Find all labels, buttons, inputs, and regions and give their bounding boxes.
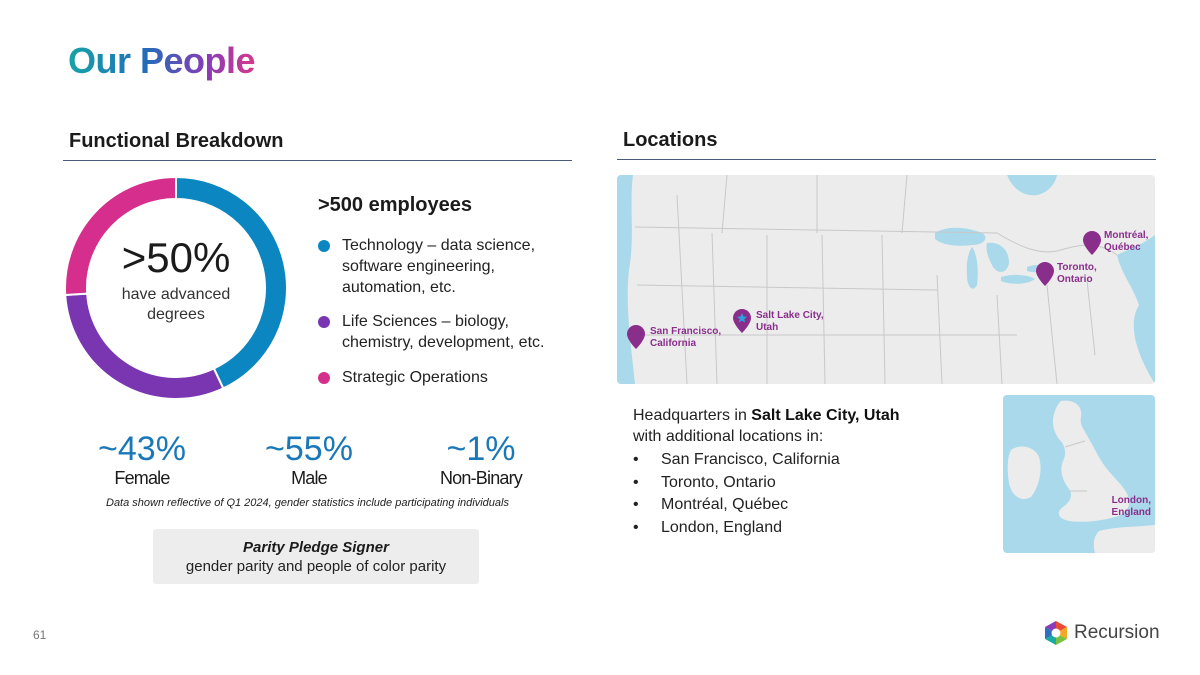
functional-legend: Technology – data science, software engi… [318, 236, 568, 403]
hq-text: Headquarters in Salt Lake City, Utah wit… [633, 406, 899, 448]
list-item: Toronto, Ontario [633, 472, 840, 495]
locations-rule [617, 159, 1156, 160]
legend-label-technology: Technology – data science, software engi… [342, 237, 536, 296]
page-title: Our People [68, 40, 256, 81]
salt-lake-city-pin-icon [733, 309, 751, 333]
functional-heading: Functional Breakdown [69, 130, 284, 152]
advanced-degree-percent: >50% [121, 234, 231, 281]
legend-item-technology: Technology – data science, software engi… [318, 236, 568, 298]
stat-female: ~43% Female [82, 432, 202, 489]
functional-rule [63, 160, 572, 161]
stat-female-label: Female [114, 468, 170, 488]
pledge-subtitle: gender parity and people of color parity [185, 558, 447, 575]
legend-dot-strategic-operations [318, 371, 330, 384]
list-item: Montréal, Québec [633, 494, 840, 517]
pledge-title: Parity Pledge Signer [243, 539, 389, 556]
san-francisco-label: San Francisco, California [650, 326, 722, 349]
montreal-pin-icon [1083, 231, 1101, 255]
employee-count: >500 employees [318, 194, 472, 216]
recursion-logo-icon [1045, 621, 1067, 645]
legend-dot-life-sciences [318, 316, 330, 329]
stat-male-value: ~55% [265, 430, 353, 468]
legend-label-life-sciences: Life Sciences – biology, chemistry, deve… [342, 313, 545, 352]
donut-slice-strategic-operations [64, 175, 177, 297]
stat-non-binary-value: ~1% [446, 430, 516, 468]
salt-lake-city-label: Salt Lake City, Utah [756, 310, 824, 333]
hq-city: Salt Lake City, Utah [751, 407, 900, 424]
legend-dot-technology [318, 240, 330, 252]
locations-heading: Locations [623, 129, 718, 151]
hq-prefix: Headquarters in [633, 407, 752, 424]
stat-male: ~55% Male [249, 432, 369, 489]
stat-female-value: ~43% [98, 430, 186, 468]
montreal-label: Montréal, Québec [1104, 230, 1149, 253]
recursion-logo: Recursion [1044, 620, 1160, 646]
list-item: London, England [633, 517, 840, 540]
page-number: 61 [33, 628, 47, 642]
legend-item-strategic-operations: Strategic Operations [318, 368, 568, 389]
functional-donut-chart [64, 175, 288, 400]
donut-center: >50% have advanced degrees [64, 176, 288, 400]
parity-pledge-box: Parity Pledge Signer gender parity and p… [153, 529, 479, 584]
stat-non-binary: ~1% Non-Binary [421, 432, 541, 489]
gender-footnote: Data shown reflective of Q1 2024, gender… [106, 497, 509, 509]
san-francisco-pin-icon [627, 325, 645, 349]
hq-suffix: with additional locations in: [633, 427, 824, 445]
toronto-pin-icon [1036, 262, 1054, 286]
uk-map [1003, 395, 1155, 553]
recursion-logo-text: Recursion [1074, 622, 1160, 643]
north-america-map [617, 175, 1155, 384]
legend-label-strategic-operations: Strategic Operations [342, 368, 488, 386]
advanced-degree-label: have advanced degrees [121, 286, 231, 323]
legend-item-life-sciences: Life Sciences – biology, chemistry, deve… [318, 312, 568, 354]
list-item: San Francisco, California [633, 449, 840, 472]
toronto-label: Toronto, Ontario [1057, 262, 1097, 285]
location-list: San Francisco, California Toronto, Ontar… [633, 449, 840, 539]
london-label: London, England [1111, 495, 1151, 518]
stat-male-label: Male [291, 468, 328, 488]
stat-non-binary-label: Non-Binary [439, 468, 523, 488]
